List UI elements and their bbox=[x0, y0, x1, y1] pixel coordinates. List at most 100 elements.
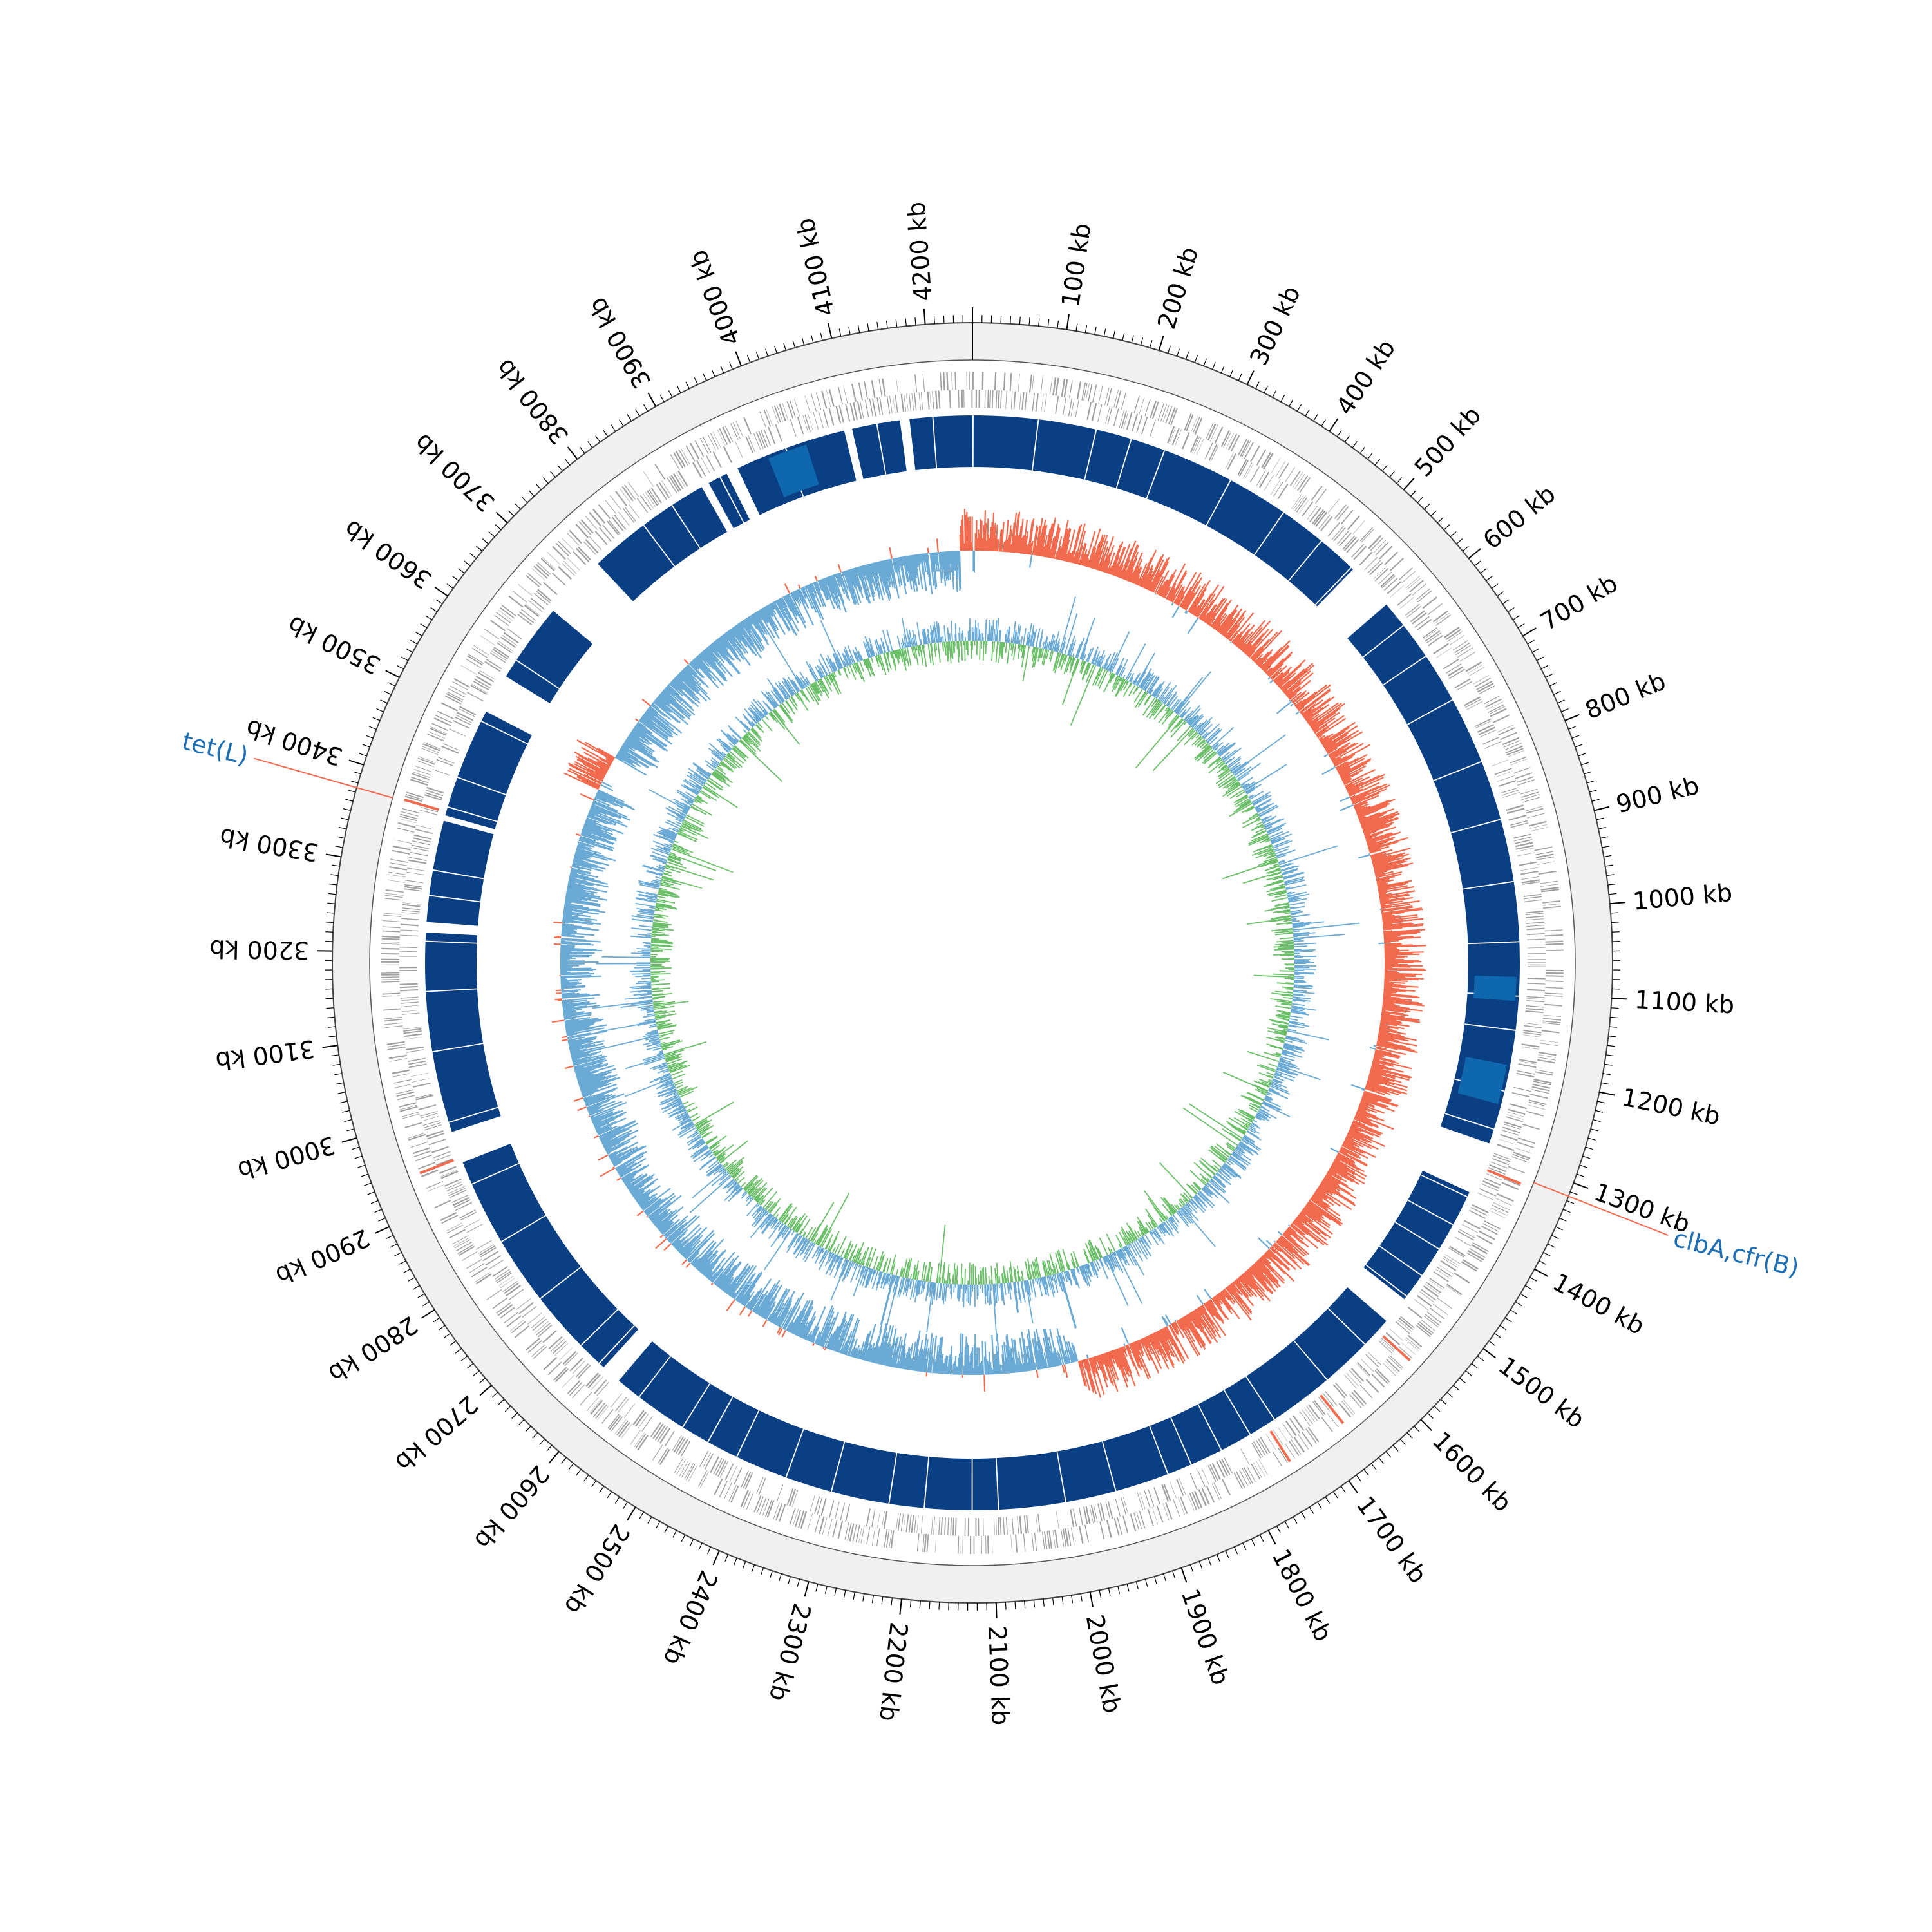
gc-content-bar bbox=[1275, 1005, 1292, 1009]
gc-skew-bar bbox=[730, 629, 749, 654]
gc-skew-bar bbox=[1384, 980, 1408, 982]
gc-skew-bar bbox=[854, 1345, 860, 1358]
gc-skew-bar bbox=[853, 567, 864, 598]
gc-skew-bar bbox=[1381, 1009, 1406, 1013]
gc-skew-bar bbox=[588, 1106, 602, 1113]
gc-skew-bar bbox=[1286, 1228, 1309, 1248]
gc-skew-bar bbox=[704, 649, 715, 662]
cds-mark bbox=[411, 844, 430, 849]
cds-mark bbox=[1510, 759, 1528, 766]
gc-skew-bar bbox=[806, 585, 822, 619]
cds-mark bbox=[401, 912, 420, 914]
gc-skew-bar bbox=[1384, 976, 1424, 980]
gc-skew-bar bbox=[934, 1345, 939, 1374]
gc-skew-bar bbox=[932, 1335, 937, 1374]
gc-skew-bar bbox=[904, 1352, 909, 1370]
cds-mark bbox=[745, 436, 753, 453]
gc-skew-bar bbox=[1224, 632, 1228, 638]
gc-skew-bar bbox=[641, 715, 655, 726]
cds-mark bbox=[458, 1245, 475, 1256]
gc-skew-bar bbox=[1340, 762, 1368, 777]
gc-skew-bar bbox=[1268, 654, 1292, 677]
gc-content-bar bbox=[991, 641, 994, 661]
gc-skew-bar bbox=[560, 947, 597, 951]
gc-skew-bar bbox=[774, 1316, 781, 1325]
cds-mark bbox=[1429, 1277, 1445, 1289]
cds-mark bbox=[492, 649, 509, 660]
gc-skew-bar bbox=[851, 568, 858, 587]
gc-skew-bar bbox=[1065, 553, 1068, 562]
gc-skew-bar bbox=[1150, 1334, 1159, 1350]
cds-mark bbox=[1492, 759, 1509, 767]
gc-skew-bar bbox=[1179, 1318, 1188, 1331]
gc-skew-bar bbox=[1155, 1331, 1175, 1368]
gc-skew-bar bbox=[1164, 1327, 1185, 1364]
cds-mark bbox=[533, 565, 548, 579]
gc-skew-bar bbox=[1382, 1007, 1404, 1011]
gc-skew-bar bbox=[560, 985, 576, 987]
cds-mark bbox=[672, 1435, 682, 1452]
gc-skew-bar bbox=[618, 1157, 647, 1175]
gc-skew-bar bbox=[569, 874, 601, 883]
cds-mark bbox=[1067, 1528, 1072, 1546]
cds-mark bbox=[821, 390, 828, 409]
gc-skew-bar bbox=[1135, 1341, 1141, 1350]
gc-skew-bar bbox=[1098, 555, 1105, 571]
cds-mark bbox=[935, 390, 938, 409]
gc-skew-bar bbox=[569, 876, 588, 883]
gc-skew-bar bbox=[1373, 860, 1405, 869]
cds-mark bbox=[1530, 824, 1548, 829]
cds-mark bbox=[388, 871, 406, 875]
gc-skew-bar bbox=[715, 639, 734, 661]
gc-skew-bar bbox=[793, 1300, 811, 1335]
gc-skew-bar bbox=[567, 886, 598, 894]
cds-mark bbox=[404, 884, 423, 888]
gc-skew-bar bbox=[797, 589, 804, 603]
gc-skew-bar bbox=[860, 1334, 869, 1360]
cds-mark bbox=[410, 1072, 429, 1077]
gc-skew-bar bbox=[659, 694, 672, 705]
cds-mark bbox=[1368, 1352, 1381, 1365]
gc-skew-bar bbox=[939, 551, 942, 570]
gc-skew-bar bbox=[778, 1303, 792, 1327]
gc-skew-bar bbox=[1309, 1198, 1342, 1222]
gc-skew-bar bbox=[1068, 1341, 1075, 1363]
gc-skew-bar bbox=[822, 578, 832, 598]
gc-skew-bar bbox=[672, 678, 697, 701]
cds-mark bbox=[1528, 1101, 1546, 1107]
gc-skew-bar bbox=[1330, 1147, 1339, 1153]
cds-mark bbox=[486, 658, 502, 670]
cds-mark bbox=[758, 1477, 766, 1495]
gc-skew-bar bbox=[1379, 893, 1409, 900]
gc-skew-bar bbox=[1187, 617, 1199, 634]
cds-mark bbox=[1182, 431, 1190, 450]
gc-skew-bar bbox=[1180, 1317, 1191, 1333]
gc-skew-bar bbox=[714, 641, 741, 674]
gc-skew-bar bbox=[1381, 906, 1413, 912]
gc-skew-bar bbox=[1365, 1088, 1385, 1096]
gc-skew-bar bbox=[634, 1188, 651, 1201]
gc-skew-bar bbox=[1378, 885, 1408, 892]
cds-mark bbox=[618, 1421, 630, 1437]
gc-content-bar bbox=[995, 634, 998, 642]
gc-skew-bar bbox=[1383, 997, 1412, 1001]
gc-skew-bar bbox=[1051, 524, 1059, 559]
cds-mark bbox=[735, 421, 744, 438]
cds-mark bbox=[586, 1397, 599, 1412]
gc-skew-bar bbox=[616, 1164, 627, 1171]
cds-mark bbox=[1533, 1081, 1551, 1086]
gc-skew-bar bbox=[799, 1324, 806, 1338]
cds-mark bbox=[423, 742, 441, 750]
gc-skew-bar bbox=[560, 982, 582, 985]
gc-skew-bar bbox=[634, 1190, 645, 1199]
gc-skew-bar bbox=[694, 1254, 708, 1269]
gc-skew-bar bbox=[636, 1185, 661, 1203]
gc-skew-bar bbox=[663, 689, 676, 701]
gc-skew-bar bbox=[1384, 947, 1397, 949]
cds-mark bbox=[516, 1298, 531, 1311]
cds-highlight bbox=[404, 798, 439, 811]
gc-skew-bar bbox=[680, 1235, 701, 1255]
gc-skew-bar bbox=[1141, 1338, 1153, 1361]
cds-mark bbox=[1361, 528, 1374, 543]
gc-skew-bar bbox=[1146, 1336, 1151, 1343]
